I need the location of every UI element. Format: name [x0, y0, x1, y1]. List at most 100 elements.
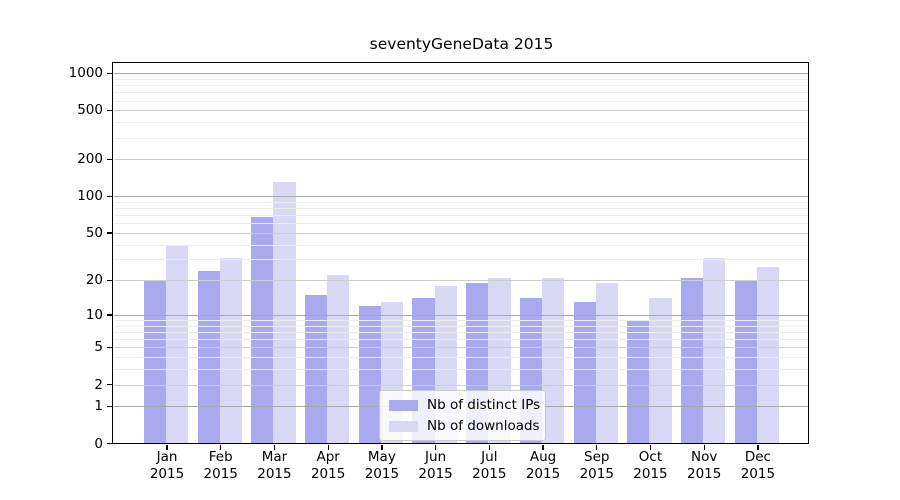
y-tick-mark	[107, 384, 112, 386]
x-tick-label: Mar 2015	[257, 449, 292, 482]
minor-gridline	[113, 332, 809, 334]
x-tick-mark	[757, 444, 759, 450]
y-tick-mark	[107, 314, 112, 316]
bar-downloads-dec-2015	[756, 266, 780, 444]
y-tick-label: 5	[94, 339, 103, 356]
bar-ips-nov-2015	[681, 277, 704, 444]
minor-gridline	[113, 339, 809, 341]
minor-gridline	[113, 100, 809, 102]
x-tick-label: Apr 2015	[310, 449, 346, 482]
x-tick-label: Aug 2015	[525, 449, 561, 482]
major-gridline	[113, 347, 809, 349]
x-tick-label: Nov 2015	[687, 449, 722, 482]
minor-gridline	[113, 215, 809, 217]
minor-gridline	[113, 223, 809, 225]
y-tick-mark	[107, 405, 112, 408]
x-tick-label: May 2015	[364, 449, 400, 482]
x-tick-mark	[649, 444, 652, 450]
bar-ips-mar-2015	[251, 216, 274, 444]
minor-gridline	[113, 92, 809, 94]
x-tick-mark	[220, 444, 222, 450]
minor-gridline	[113, 137, 809, 139]
bar-downloads-aug-2015	[542, 277, 565, 444]
x-tick-mark	[166, 444, 168, 450]
x-tick-mark	[273, 444, 276, 450]
minor-gridline	[113, 325, 809, 327]
minor-gridline	[113, 201, 809, 203]
x-tick-mark	[434, 444, 437, 450]
legend-item-downloads: Nb of downloads	[389, 418, 540, 434]
y-tick-label: 50	[85, 224, 103, 241]
legend-item-distinct-ips: Nb of distinct IPs	[389, 397, 540, 413]
y-tick-label: 20	[85, 272, 103, 289]
bar-ips-oct-2015	[627, 320, 650, 444]
y-tick-label: 1000	[68, 65, 103, 82]
x-tick-mark	[327, 444, 329, 450]
minor-gridline	[113, 85, 809, 87]
y-tick-label: 2	[94, 376, 103, 393]
bar-downloads-apr-2015	[327, 275, 350, 444]
major-gridline	[113, 110, 809, 112]
legend-label-distinct-ips: Nb of distinct IPs	[427, 397, 541, 413]
y-tick-label: 0	[94, 435, 103, 452]
bar-ips-sep-2015	[573, 302, 596, 444]
y-tick-label: 200	[77, 151, 103, 168]
x-tick-mark	[381, 444, 383, 450]
minor-gridline	[113, 244, 809, 246]
minor-gridline	[113, 357, 809, 359]
bar-ips-jan-2015	[143, 280, 166, 444]
x-tick-mark	[596, 444, 598, 450]
x-tick-label: Jan 2015	[149, 449, 185, 482]
bar-ips-may-2015	[358, 306, 381, 444]
bar-downloads-mar-2015	[273, 182, 296, 444]
y-tick-mark	[107, 195, 112, 197]
y-tick-mark	[107, 346, 112, 349]
bar-ips-dec-2015	[734, 280, 757, 444]
major-gridline	[113, 280, 809, 282]
minor-gridline	[113, 78, 809, 80]
major-gridline	[113, 315, 809, 316]
x-tick-label: Jun 2015	[418, 449, 453, 482]
x-tick-label: Feb 2015	[203, 449, 238, 482]
x-tick-label: Sep 2015	[579, 449, 614, 482]
y-tick-label: 10	[85, 307, 103, 323]
y-tick-mark	[107, 109, 112, 112]
major-gridline	[113, 232, 809, 234]
bar-downloads-feb-2015	[219, 257, 242, 444]
bar-downloads-sep-2015	[595, 282, 618, 444]
legend-swatch-downloads	[389, 420, 418, 432]
major-gridline	[113, 196, 809, 198]
chart-title: seventyGeneData 2015	[369, 35, 554, 53]
y-tick-mark	[107, 279, 112, 282]
minor-gridline	[113, 369, 809, 371]
minor-gridline	[113, 122, 809, 124]
x-tick-label: Dec 2015	[740, 449, 776, 482]
bar-downloads-nov-2015	[703, 257, 726, 444]
legend: Nb of distinct IPs Nb of downloads	[379, 390, 546, 441]
plot-area	[112, 62, 809, 444]
y-tick-mark	[107, 158, 112, 161]
y-tick-label: 1	[94, 398, 103, 415]
legend-label-downloads: Nb of downloads	[427, 418, 540, 434]
y-tick-mark	[107, 72, 112, 74]
x-tick-label: Jul 2015	[472, 449, 507, 482]
major-gridline	[113, 73, 809, 75]
y-tick-mark	[107, 232, 112, 234]
minor-gridline	[113, 320, 809, 322]
x-tick-mark	[488, 444, 490, 450]
major-gridline	[113, 384, 809, 386]
x-tick-mark	[703, 444, 705, 450]
x-tick-label: Oct 2015	[633, 449, 668, 482]
y-tick-mark	[107, 442, 112, 445]
minor-gridline	[113, 208, 809, 210]
y-tick-label: 100	[77, 188, 103, 205]
major-gridline	[113, 159, 809, 161]
minor-gridline	[113, 259, 809, 261]
x-tick-mark	[542, 444, 544, 450]
bar-downloads-jan-2015	[166, 244, 189, 444]
y-tick-label: 500	[77, 102, 103, 119]
legend-swatch-ips	[389, 399, 418, 411]
